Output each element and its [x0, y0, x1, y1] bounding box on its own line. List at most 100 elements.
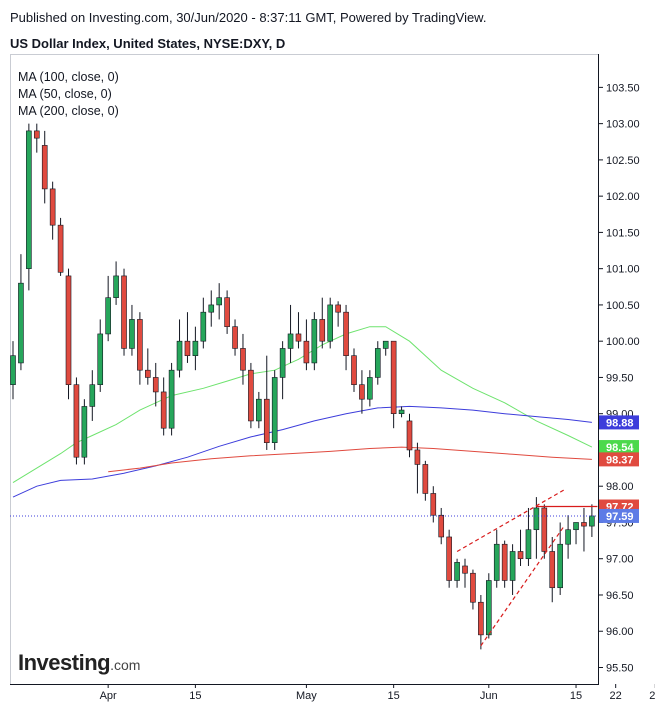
- candle: [192, 326, 199, 371]
- published-note: Published on Investing.com, 30/Jun/2020 …: [10, 10, 487, 25]
- candle-body: [406, 420, 413, 451]
- candle-body: [454, 562, 460, 581]
- wedge-trend-line: [480, 525, 565, 647]
- price-label-box: [599, 452, 639, 467]
- candle: [232, 319, 238, 356]
- candle-body: [184, 340, 191, 356]
- candle: [18, 254, 24, 371]
- candle: [430, 486, 437, 523]
- candle: [137, 312, 143, 385]
- candle: [367, 370, 373, 407]
- candle-body: [152, 377, 159, 393]
- candle-body: [33, 130, 40, 139]
- candle-body: [327, 304, 334, 342]
- price-label-box: [599, 415, 639, 430]
- x-tick-label: Jun: [480, 690, 498, 702]
- candle-body: [176, 340, 183, 371]
- candle-body: [589, 515, 595, 527]
- candle-body: [97, 333, 104, 385]
- candle-body: [367, 377, 373, 400]
- candle: [359, 370, 365, 414]
- candle-body: [49, 188, 56, 226]
- indicator-legend: MA (100, close, 0) MA (50, close, 0) MA …: [18, 69, 119, 120]
- y-tick-label: 101.50: [606, 227, 640, 239]
- candle: [10, 341, 16, 400]
- candle: [176, 319, 183, 378]
- candle: [390, 340, 397, 429]
- candle-body: [279, 348, 286, 378]
- candle-body: [343, 311, 349, 356]
- legend-ma50[interactable]: MA (50, close, 0): [18, 87, 112, 101]
- candle-body: [192, 340, 199, 356]
- candle-body: [271, 377, 278, 444]
- candle: [533, 497, 540, 559]
- price-label-text: 98.54: [606, 442, 634, 454]
- candle-body: [200, 311, 207, 342]
- y-tick-label: 101.00: [606, 264, 640, 276]
- candle: [113, 261, 119, 305]
- y-tick-label: 96.00: [606, 626, 634, 638]
- ma200-line: [108, 446, 592, 473]
- candle-body: [581, 522, 587, 527]
- candle: [26, 123, 32, 291]
- candle: [105, 275, 111, 342]
- candle: [208, 290, 215, 327]
- candle-body: [446, 536, 452, 581]
- candle-body: [335, 304, 341, 313]
- candle: [65, 268, 72, 400]
- y-tick-label: 98.00: [606, 481, 634, 493]
- candle: [152, 362, 159, 407]
- candle-body: [224, 297, 230, 327]
- candle-body: [430, 493, 437, 516]
- candle: [279, 341, 286, 400]
- y-tick-label: 103.50: [606, 82, 640, 94]
- candle: [343, 304, 349, 371]
- candle-body: [541, 507, 548, 552]
- candle: [589, 504, 595, 537]
- y-tick-label: 95.50: [606, 662, 634, 674]
- candle: [382, 340, 389, 356]
- y-tick-label: 96.50: [606, 590, 634, 602]
- candle: [216, 283, 222, 320]
- candle: [565, 515, 571, 559]
- candle-body: [256, 398, 262, 422]
- candle-body: [438, 514, 445, 538]
- candle: [454, 558, 460, 588]
- y-tick-label: 100.50: [606, 300, 640, 312]
- y-tick-label: 100.00: [606, 336, 640, 348]
- candle-body: [422, 464, 429, 494]
- candle-body: [557, 543, 563, 589]
- candle: [160, 377, 167, 436]
- candle: [335, 301, 341, 327]
- candle: [525, 507, 532, 566]
- candle-body: [351, 355, 357, 385]
- wedge-trend-line: [456, 489, 565, 552]
- candle-body: [160, 391, 167, 429]
- candle: [319, 297, 326, 349]
- candle: [517, 529, 524, 566]
- legend-ma200[interactable]: MA (200, close, 0): [18, 104, 119, 118]
- candle: [485, 573, 492, 639]
- x-tick-label: 15: [189, 690, 201, 702]
- x-tick-label: 22: [610, 690, 622, 702]
- candle-body: [121, 275, 127, 349]
- candle: [414, 442, 421, 494]
- investing-logo: Investing.com: [18, 650, 141, 675]
- candle-body: [263, 398, 270, 444]
- y-tick-label: 99.50: [606, 372, 634, 384]
- price-label-text: 97.59: [606, 511, 634, 523]
- candle: [303, 319, 310, 371]
- price-label: 97.59: [599, 508, 639, 523]
- legend-ma100[interactable]: MA (100, close, 0): [18, 70, 119, 84]
- candle: [438, 507, 445, 545]
- candle-body: [509, 551, 516, 581]
- candle: [462, 558, 468, 588]
- candle-body: [573, 522, 579, 531]
- candle-body: [26, 130, 32, 269]
- candle: [73, 377, 80, 465]
- candle-body: [105, 297, 111, 335]
- candle-body: [501, 543, 508, 581]
- candle: [248, 362, 254, 429]
- candle-body: [145, 369, 151, 378]
